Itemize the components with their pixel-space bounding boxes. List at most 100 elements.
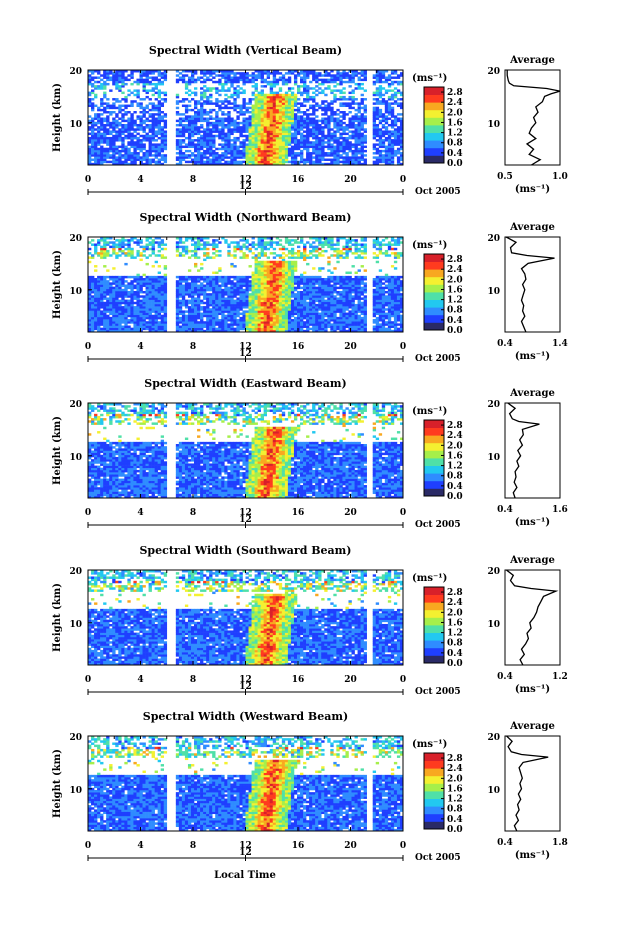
heatmap-cell	[315, 89, 319, 92]
heatmap-cell	[257, 325, 261, 328]
heatmap-cell	[106, 308, 110, 311]
heatmap-cell	[290, 111, 295, 114]
heatmap-cell	[309, 95, 313, 99]
heatmap-cell	[239, 288, 243, 292]
heatmap-cell	[348, 85, 352, 88]
heatmap-cell	[142, 154, 146, 157]
heatmap-cell	[248, 321, 252, 324]
colorbar-swatch	[424, 155, 444, 164]
heatmap-cell	[136, 254, 140, 257]
heatmap-cell	[233, 303, 237, 307]
heatmap-cell	[384, 76, 389, 79]
heatmap-cell	[330, 74, 334, 77]
heatmap-cell	[272, 98, 277, 101]
heatmap-cell	[109, 106, 113, 110]
heatmap-cell	[203, 141, 207, 144]
heatmap-cell	[109, 288, 113, 292]
heatmap-cell	[315, 126, 319, 129]
heatmap-cell	[387, 141, 392, 144]
heatmap-cell	[360, 113, 364, 116]
heatmap-cell	[148, 316, 152, 320]
heatmap-cell	[203, 243, 207, 246]
heatmap-cell	[321, 91, 325, 95]
heatmap-cell	[124, 299, 128, 303]
heatmap-cell	[160, 314, 165, 318]
heatmap-cell	[181, 278, 186, 281]
heatmap-cell	[194, 154, 198, 157]
heatmap-cell	[133, 310, 137, 313]
heatmap-cell	[133, 143, 137, 146]
heatmap-cell	[254, 87, 258, 90]
heatmap-cell	[209, 117, 213, 120]
heatmap-cell	[112, 293, 116, 296]
heatmap-cell	[381, 113, 386, 116]
heatmap-cell	[399, 72, 404, 75]
heatmap-cell	[184, 275, 189, 279]
heatmap-cell	[330, 100, 334, 103]
heatmap-cell	[200, 308, 204, 311]
heatmap-cell	[206, 123, 210, 127]
heatmap-cell	[312, 149, 316, 153]
heatmap-cell	[293, 145, 298, 149]
heatmap-cell	[100, 152, 104, 155]
heatmap-cell	[330, 119, 334, 123]
heatmap-cell	[145, 323, 149, 326]
heatmap-cell	[303, 72, 307, 75]
heatmap-cell	[221, 132, 225, 136]
heatmap-cell	[212, 141, 216, 144]
heatmap-cell	[384, 126, 389, 129]
heatmap-cell	[318, 152, 322, 155]
heatmap-cell	[151, 275, 155, 279]
heatmap-cell	[206, 301, 210, 305]
heatmap-cell	[218, 74, 222, 77]
heatmap-cell	[393, 72, 398, 75]
heatmap-cell	[190, 310, 195, 313]
heatmap-cell	[339, 128, 343, 131]
heatmap-cell	[212, 297, 216, 300]
heatmap-cell	[139, 282, 143, 285]
heatmap-cell	[300, 152, 304, 155]
heatmap-cell	[190, 72, 195, 75]
heatmap-cell	[200, 147, 204, 151]
heatmap-cell	[242, 154, 246, 157]
x-tick-label: 20	[344, 175, 357, 185]
heatmap-cell	[184, 284, 189, 287]
heatmap-cell	[393, 70, 398, 73]
heatmap-cell	[151, 241, 155, 244]
heatmap-cell	[248, 158, 252, 161]
heatmap-cell	[106, 329, 110, 333]
heatmap-cell	[227, 301, 231, 305]
heatmap-cell	[260, 123, 264, 127]
heatmap-cell	[360, 70, 364, 73]
heatmap-cell	[372, 119, 377, 123]
heatmap-cell	[118, 329, 122, 333]
heatmap-cell	[124, 145, 128, 149]
heatmap-cell	[333, 93, 337, 97]
heatmap-cell	[124, 308, 128, 311]
heatmap-cell	[103, 306, 107, 309]
heatmap-cell	[88, 156, 92, 159]
heatmap-cell	[187, 128, 192, 131]
heatmap-cell	[160, 308, 165, 311]
heatmap-cell	[272, 325, 277, 328]
heatmap-cell	[206, 119, 210, 123]
heatmap-cell	[200, 158, 204, 161]
heatmap-cell	[184, 323, 189, 326]
heatmap-cell	[206, 282, 210, 285]
heatmap-cell	[160, 139, 165, 142]
heatmap-cell	[130, 76, 134, 79]
heatmap-cell	[94, 149, 98, 153]
heatmap-cell	[88, 80, 92, 84]
heatmap-cell	[354, 143, 358, 146]
heatmap-cell	[254, 121, 258, 125]
heatmap-cell	[263, 141, 267, 144]
heatmap-cell	[251, 130, 255, 133]
heatmap-cell	[209, 256, 213, 259]
heatmap-cell	[203, 136, 207, 140]
heatmap-cell	[278, 147, 283, 151]
heatmap-cell	[278, 152, 283, 155]
heatmap-cell	[227, 303, 231, 307]
heatmap-cell	[157, 293, 161, 296]
heatmap-cell	[257, 316, 261, 320]
heatmap-cell	[139, 290, 143, 294]
